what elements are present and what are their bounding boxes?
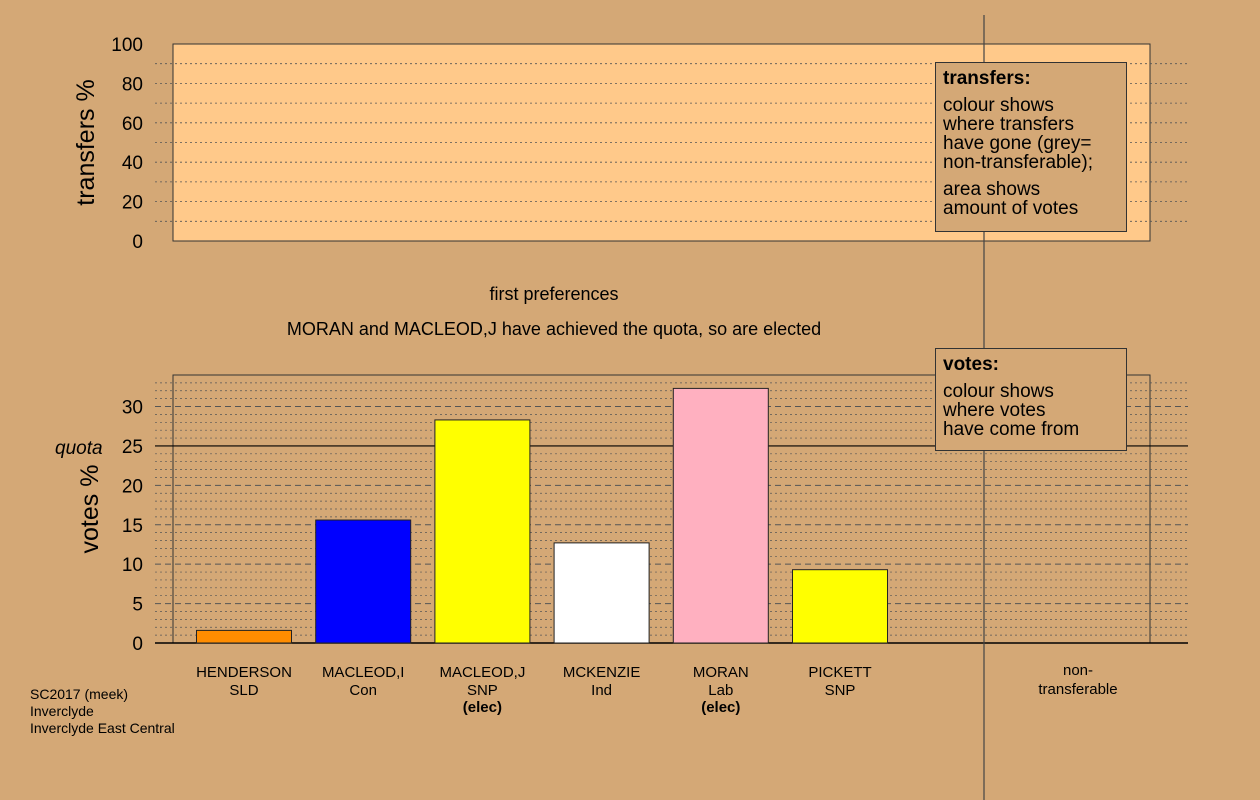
candidate-name-label: PICKETT — [808, 664, 871, 681]
bar-pickett — [792, 569, 888, 644]
transfers-legend-text-1: colour shows where transfers have gone (… — [943, 95, 1093, 173]
candidate-elected-label: (elec) — [701, 699, 740, 716]
footer-election: SC2017 (meek) — [30, 686, 129, 702]
transfers-legend: transfers: colour shows where transfers … — [935, 62, 1127, 232]
transfers-legend-title: transfers: — [943, 68, 1031, 89]
candidate-name-label: MACLEOD,J — [439, 664, 525, 681]
transfers-y-axis-label: transfers % — [72, 79, 100, 205]
votes-y-tick-label: 15 — [122, 516, 143, 537]
chart-subtitle: MORAN and MACLEOD,J have achieved the qu… — [287, 319, 821, 339]
candidate-elected-label: (elec) — [463, 699, 502, 716]
votes-y-tick-label: 20 — [122, 476, 143, 497]
candidate-name-label: MORAN — [693, 664, 749, 681]
candidate-party-label: Con — [349, 682, 377, 699]
votes-legend-title: votes: — [943, 354, 999, 375]
votes-legend-text: colour shows where votes have come from — [943, 381, 1080, 440]
votes-legend: votes: colour shows where votes have com… — [935, 348, 1127, 451]
transfers-y-tick-label: 60 — [122, 114, 143, 135]
candidate-party-label: SNP — [825, 682, 856, 699]
votes-y-tick-label: 10 — [122, 555, 143, 576]
transfers-y-tick-label: 100 — [111, 35, 143, 56]
votes-y-tick-label: 25 — [122, 437, 143, 458]
transfers-y-tick-label: 40 — [122, 153, 143, 174]
footer-ward: Inverclyde East Central — [30, 720, 175, 736]
transfers-y-tick-label: 20 — [122, 193, 143, 214]
candidate-name-label: HENDERSON — [196, 664, 292, 681]
transfers-y-tick-label: 0 — [132, 232, 143, 253]
chart-title: first preferences — [489, 284, 618, 304]
candidate-party-label: Ind — [591, 682, 612, 699]
votes-y-axis-label: votes % — [76, 465, 104, 554]
candidate-party-label: SLD — [229, 682, 258, 699]
candidate-name-label: MACLEOD,I — [322, 664, 405, 681]
nontransferable-label: non- — [1063, 662, 1093, 679]
bar-macleod-i — [315, 519, 412, 644]
bar-mckenzie — [553, 542, 650, 644]
nontransferable-label: transferable — [1038, 681, 1117, 698]
footer-council: Inverclyde — [30, 703, 94, 719]
candidate-name-label: MCKENZIE — [563, 664, 641, 681]
bar-henderson — [196, 629, 292, 644]
transfers-y-tick-label: 80 — [122, 74, 143, 95]
votes-y-tick-label: 5 — [132, 595, 143, 616]
votes-y-tick-label: 0 — [132, 634, 143, 655]
quota-label: quota — [55, 438, 103, 459]
footer: SC2017 (meek) Inverclyde Inverclyde East… — [30, 686, 175, 737]
bar-moran — [672, 387, 769, 644]
bar-macleod-j — [434, 419, 531, 644]
candidate-party-label: Lab — [708, 682, 733, 699]
candidate-party-label: SNP — [467, 682, 498, 699]
votes-y-tick-label: 30 — [122, 398, 143, 419]
transfers-legend-text-2: area shows amount of votes — [943, 179, 1079, 219]
